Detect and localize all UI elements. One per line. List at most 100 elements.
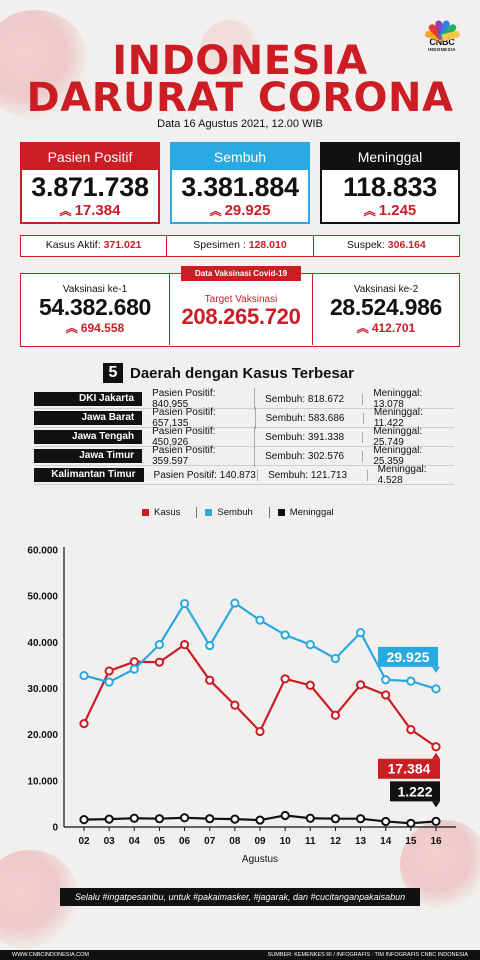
data-point-kasus xyxy=(179,640,190,650)
data-point-kasus xyxy=(129,657,139,667)
region-positive: Pasien Positif: 657.135 xyxy=(142,407,256,429)
positive-delta: ︽ 17.384 xyxy=(59,202,121,219)
cases-line-chart: 0 10.000 20.000 30.000 40.000 50.000 60.000 02 0… xyxy=(27,546,456,865)
x-axis-label: Agustus xyxy=(242,854,278,865)
x-tick-label: 09 xyxy=(254,836,266,847)
region-positive: Pasien Positif: 450.926 xyxy=(142,426,256,448)
data-point-kasus xyxy=(104,666,114,676)
data-point-kasus xyxy=(154,657,165,667)
regions-title: 5 Daerah dengan Kasus Terbesar xyxy=(103,363,354,383)
data-point-meninggal xyxy=(230,814,240,824)
footer-source: SUMBER: KEMENKES RI / INFOGRAFIS : TIM I… xyxy=(267,952,468,958)
cnbc-logo: CNBC INDONESIA xyxy=(418,16,466,53)
data-point-meninggal xyxy=(255,815,265,825)
regions-table: DKI Jakarta Pasien Positif: 840.955 Semb… xyxy=(34,388,454,486)
double-chevron-up-icon: ︽ xyxy=(209,204,222,218)
region-positive: Pasien Positif: 140.873 xyxy=(144,469,259,481)
vaccination-badge: Data Vaksinasi Covid-19 xyxy=(181,266,301,281)
page-title-line1: INDONESIA xyxy=(112,38,368,84)
data-point-meninggal xyxy=(129,813,139,823)
vaccination-second: Vaksinasi ke-2 28.524.986 ︽ 412.701 xyxy=(313,274,459,345)
table-row: Kalimantan Timur Pasien Positif: 140.873… xyxy=(34,464,454,486)
data-point-sembuh xyxy=(330,653,341,664)
data-point-meninggal xyxy=(381,816,391,827)
data-point-sembuh xyxy=(129,664,139,674)
legend-swatch xyxy=(205,509,213,516)
data-point-meninggal xyxy=(79,815,89,825)
vaccination-second-value: 28.524.986 xyxy=(329,294,443,320)
table-row: Jawa Barat Pasien Positif: 657.135 Sembu… xyxy=(34,407,454,429)
active-cases: Kasus Aktif: 371.021 xyxy=(21,236,168,256)
footer-banner: Selalu #ingatpesanibu, untuk #pakaimaske… xyxy=(60,888,420,906)
region-recovered: Sembuh: 583.686 xyxy=(256,412,364,424)
data-point-sembuh xyxy=(381,675,391,685)
vaccination-target: Target Vaksinasi 208.265.720 xyxy=(169,274,313,345)
x-tick-label: 07 xyxy=(204,836,216,847)
info-row: Kasus Aktif: 371.021 Spesimen : 128.010 … xyxy=(20,235,460,257)
region-name: Jawa Barat xyxy=(34,411,143,425)
data-point-meninggal xyxy=(406,818,416,828)
region-recovered: Sembuh: 818.672 xyxy=(255,393,364,405)
y-tick-label: 40.000 xyxy=(27,638,58,649)
region-recovered: Sembuh: 391.338 xyxy=(255,431,364,443)
double-chevron-up-icon: ︽ xyxy=(356,321,369,335)
data-point-sembuh xyxy=(255,615,265,625)
data-point-meninggal xyxy=(330,814,341,824)
deaths-value: 118.833 xyxy=(342,172,437,202)
deaths-delta: ︽ 1.245 xyxy=(363,202,417,219)
logo-sub: INDONESIA xyxy=(428,47,456,52)
recovered-delta: ︽ 29.925 xyxy=(209,202,271,219)
virus-decoration xyxy=(0,10,90,120)
data-point-kasus xyxy=(79,718,89,729)
region-recovered: Sembuh: 121.713 xyxy=(258,469,368,481)
callout-box xyxy=(378,646,438,667)
data-point-sembuh xyxy=(431,684,441,694)
vaccination-first-label: Vaksinasi ke-1 xyxy=(62,284,128,295)
vaccination-first-value: 54.382.680 xyxy=(38,294,152,320)
data-point-meninggal xyxy=(205,814,215,824)
x-tick-label: 06 xyxy=(179,836,191,847)
regions-number: 5 xyxy=(103,363,123,383)
recovered-value: 3.381.884 xyxy=(181,172,299,202)
callout-box xyxy=(390,781,440,802)
callout-label: 1.222 xyxy=(397,783,432,799)
data-point-meninggal xyxy=(154,814,165,824)
region-name: Kalimantan Timur xyxy=(34,468,144,482)
data-point-sembuh xyxy=(230,598,240,608)
region-deaths: Meninggal: 25.359 xyxy=(373,445,423,467)
x-tick-label: 03 xyxy=(104,836,116,847)
peacock-icon xyxy=(422,16,462,42)
region-positive: Pasien Positif: 840.955 xyxy=(142,388,256,410)
positive-label: Pasien Positif xyxy=(22,144,158,170)
callout-box xyxy=(378,758,440,779)
double-chevron-up-icon: ︽ xyxy=(59,204,72,218)
data-point-sembuh xyxy=(305,640,315,650)
legend-separator xyxy=(196,507,198,518)
vaccination-first-delta: ︽ 694.558 xyxy=(65,321,125,335)
table-row: Jawa Timur Pasien Positif: 359.597 Sembu… xyxy=(34,445,454,467)
data-point-meninggal xyxy=(355,814,366,824)
virus-decoration xyxy=(200,20,260,80)
data-point-meninggal xyxy=(179,813,190,823)
callout-pointer xyxy=(432,801,440,808)
y-tick-label: 10.000 xyxy=(27,776,58,787)
y-tick-label: 60.000 xyxy=(27,546,58,557)
data-point-sembuh xyxy=(154,640,165,650)
legend-item-meninggal: Meninggal xyxy=(277,507,334,518)
callout-pointer xyxy=(432,666,440,673)
y-tick-label: 30.000 xyxy=(27,684,58,695)
callout-label: 29.925 xyxy=(387,649,430,665)
double-chevron-up-icon: ︽ xyxy=(65,321,78,335)
y-tick-label: 0 xyxy=(52,823,58,834)
data-point-kasus xyxy=(381,690,391,700)
vaccination-target-value: 208.265.720 xyxy=(181,304,301,329)
region-deaths: Meninggal: 11.422 xyxy=(373,407,423,429)
data-point-kasus xyxy=(280,674,290,684)
x-tick-label: 14 xyxy=(380,836,392,847)
x-tick-label: 16 xyxy=(430,836,442,847)
y-tick-label: 20.000 xyxy=(27,730,58,741)
x-tick-label: 02 xyxy=(78,836,90,847)
region-positive: Pasien Positif: 359.597 xyxy=(142,445,256,467)
regions-title-text: Daerah dengan Kasus Terbesar xyxy=(130,364,354,382)
vaccination-first: Vaksinasi ke-1 54.382.680 ︽ 694.558 xyxy=(21,274,169,345)
